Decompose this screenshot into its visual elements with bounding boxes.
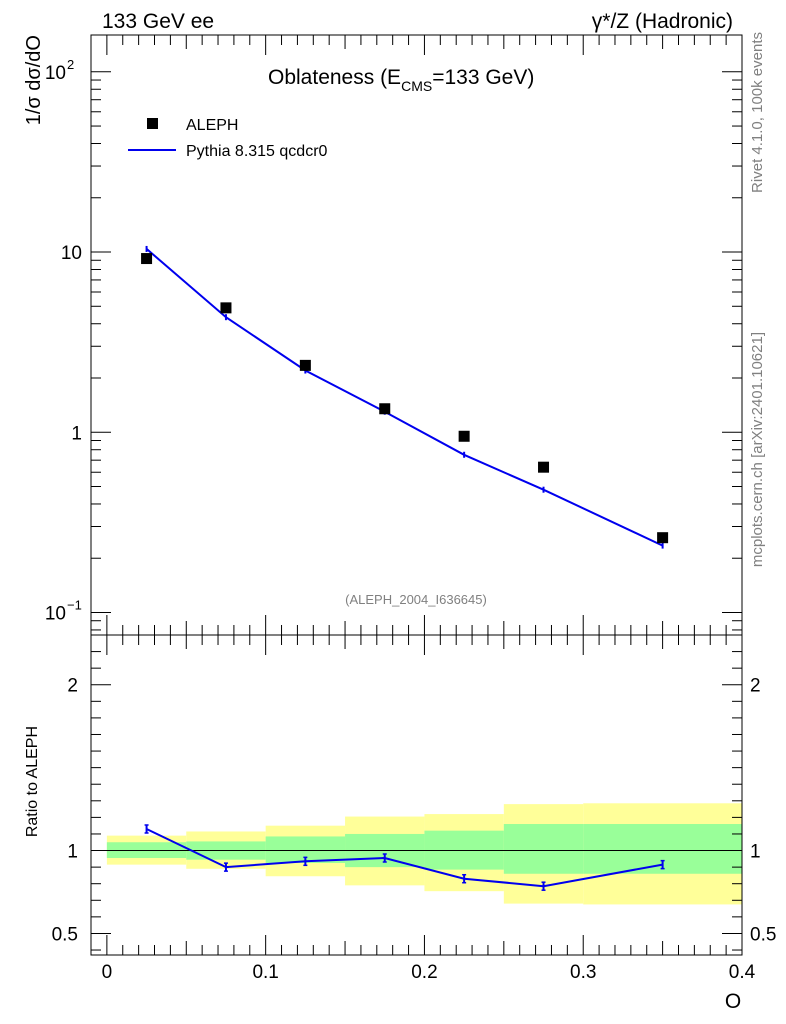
pythia-line — [145, 248, 664, 547]
x-tick-label: 0.2 — [411, 962, 437, 983]
ratio-plot-frame — [90, 634, 743, 956]
x-tick-label: 0.4 — [729, 962, 756, 983]
main-y-label: 1/σ dσ/dO — [23, 35, 45, 125]
aleph-point — [379, 403, 391, 415]
header-left: 133 GeV ee — [102, 10, 214, 33]
ratio-band-green — [503, 824, 584, 874]
legend-marker-aleph — [147, 118, 158, 129]
analysis-id: (ALEPH_2004_I636645) — [345, 592, 487, 607]
main-data-layer — [141, 245, 669, 549]
x-tick-label: 0.1 — [252, 962, 278, 983]
y-tick-label: 10 — [45, 63, 66, 84]
ratio-bands — [91, 803, 742, 905]
ratio-data-layer — [144, 824, 665, 891]
ratio-y-tick-label-left: 2 — [67, 676, 78, 697]
y-tick-label-exponent: −1 — [67, 597, 82, 612]
aleph-point — [141, 253, 153, 265]
ratio-y-tick-label-left: 0.5 — [52, 924, 78, 945]
ratio-axis-ticks: 0.5 0.5 1 1 2 2 0 0.1 0.2 0.3 0.4 — [52, 635, 776, 983]
mcplots-label: mcplots.cern.ch [arXiv:2401.10621] — [749, 332, 766, 567]
y-tick-label: 10 — [45, 603, 66, 624]
legend: ALEPH Pythia 8.315 qcdcr0 — [128, 117, 328, 160]
aleph-point — [458, 430, 470, 442]
aleph-point — [538, 461, 550, 473]
aleph-point — [299, 359, 311, 371]
aleph-point — [657, 532, 669, 544]
legend-label-aleph: ALEPH — [186, 117, 238, 134]
ratio-y-tick-label-right: 0.5 — [750, 924, 776, 945]
x-tick-label: 0 — [102, 962, 113, 983]
x-tick-label: 0.3 — [570, 962, 596, 983]
x-axis-label: O — [725, 990, 741, 1013]
aleph-point — [220, 302, 232, 314]
y-tick-label: 10 — [61, 243, 82, 264]
y-tick-label: 1 — [71, 423, 82, 444]
ratio-y-tick-label-right: 1 — [750, 842, 761, 863]
ratio-y-tick-label-left: 1 — [67, 842, 78, 863]
legend-label-pythia: Pythia 8.315 qcdcr0 — [186, 143, 328, 160]
header-right: γ*/Z (Hadronic) — [592, 10, 733, 33]
y-tick-label-exponent: 2 — [67, 57, 74, 72]
rivet-label: Rivet 4.1.0, 100k events — [749, 32, 766, 193]
ratio-y-label: Ratio to ALEPH — [24, 726, 41, 837]
ratio-y-tick-label-right: 2 — [750, 676, 761, 697]
main-title: Oblateness (ECMS=133 GeV) — [268, 66, 534, 94]
